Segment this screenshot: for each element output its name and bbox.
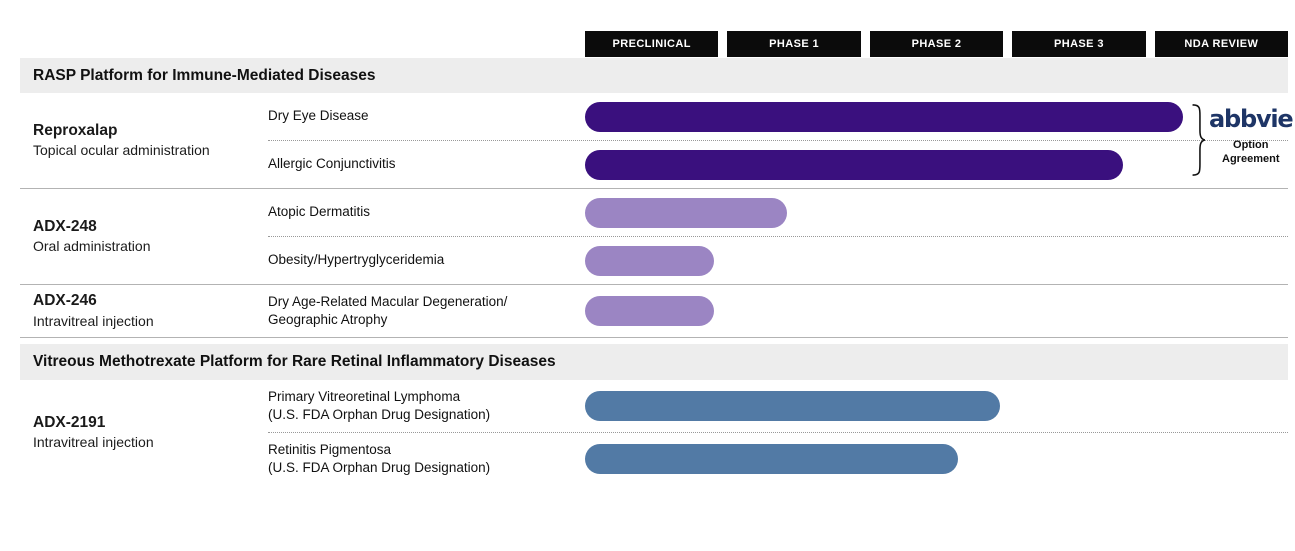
partner-note: Option Agreement xyxy=(1222,139,1280,165)
indication-rows: Primary Vitreoretinal Lymphoma (U.S. FDA… xyxy=(268,380,1288,485)
progress-bar-atopic-dermatitis xyxy=(585,197,787,228)
phase-track xyxy=(585,296,1288,326)
indication-row-obesity-hypertryglyceridemia: Obesity/Hypertryglyceridemia xyxy=(268,237,1288,284)
indication-row-dry-eye-disease: Dry Eye Disease xyxy=(268,93,1288,140)
program-group-adx-248: ADX-248 Oral administration Atopic Derma… xyxy=(20,189,1288,284)
phase-header-phase1: PHASE 1 xyxy=(727,31,861,57)
indication-text: Atopic Dermatitis xyxy=(268,204,371,220)
drug-name: ADX-2191 xyxy=(33,413,106,431)
indication-text: Dry Age-Related Macular Degeneration/ xyxy=(268,293,508,309)
indication-rows: Dry Age-Related Macular Degeneration/ Ge… xyxy=(268,285,1288,337)
phase-header-nda-review: NDA REVIEW xyxy=(1154,31,1289,57)
indication-text: Allergic Conjunctivitis xyxy=(268,156,396,172)
phase-header-phase2: PHASE 2 xyxy=(869,31,1004,57)
partner-annotation: abbvie Option Agreement xyxy=(1190,103,1294,177)
progress-bar-allergic-conjunctivitis xyxy=(585,149,1123,180)
drug-cell-adx-246: ADX-246 Intravitreal injection xyxy=(20,285,268,337)
progress-bar-obesity-hypertryglyceridemia xyxy=(585,245,715,276)
group-separator xyxy=(20,188,1288,189)
indication-row-dry-amd-geographic-atrophy: Dry Age-Related Macular Degeneration/ Ge… xyxy=(268,285,1288,337)
indication-rows: Atopic Dermatitis Obesity/Hypertryglycer… xyxy=(268,189,1288,284)
drug-route: Oral administration xyxy=(33,238,151,255)
program-group-adx-246: ADX-246 Intravitreal injection Dry Age-R… xyxy=(20,285,1288,337)
indication-label: Dry Eye Disease xyxy=(268,107,585,125)
drug-cell-adx-2191: ADX-2191 Intravitreal injection xyxy=(20,380,268,485)
indication-rows: Dry Eye Disease Allergic Conjunctivitis xyxy=(268,93,1288,188)
phase-header-preclinical: PRECLINICAL xyxy=(585,31,719,57)
indication-text: Dry Eye Disease xyxy=(268,108,369,124)
indication-label: Dry Age-Related Macular Degeneration/ Ge… xyxy=(268,293,585,329)
indication-label: Primary Vitreoretinal Lymphoma (U.S. FDA… xyxy=(268,388,585,424)
indication-row-primary-vitreoretinal-lymphoma: Primary Vitreoretinal Lymphoma (U.S. FDA… xyxy=(268,380,1288,432)
pipeline-grid: PRECLINICAL PHASE 1 PHASE 2 PHASE 3 NDA … xyxy=(20,31,1294,485)
drug-cell-adx-248: ADX-248 Oral administration xyxy=(20,189,268,284)
progress-bar-retinitis-pigmentosa xyxy=(585,444,959,474)
drug-name: ADX-246 xyxy=(33,292,97,310)
indication-text-line2: Geographic Atrophy xyxy=(268,312,388,327)
drug-name: ADX-248 xyxy=(33,217,97,235)
group-separator xyxy=(20,284,1288,285)
phase-track xyxy=(585,245,1288,276)
indication-label: Obesity/Hypertryglyceridemia xyxy=(268,251,585,269)
indication-text-line2: (U.S. FDA Orphan Drug Designation) xyxy=(268,407,491,422)
progress-bar-dry-amd-geographic-atrophy xyxy=(585,296,715,326)
phase-track xyxy=(585,101,1288,132)
dotted-separator xyxy=(268,140,1288,141)
dotted-separator xyxy=(268,432,1288,433)
indication-text: Primary Vitreoretinal Lymphoma xyxy=(268,388,461,404)
progress-bar-dry-eye-disease xyxy=(585,101,1184,132)
indication-text: Obesity/Hypertryglyceridemia xyxy=(268,252,445,268)
phase-track xyxy=(585,444,1288,474)
phase-track xyxy=(585,391,1288,421)
abbvie-logo: abbvie xyxy=(1209,105,1294,133)
indication-row-atopic-dermatitis: Atopic Dermatitis xyxy=(268,189,1288,236)
curly-brace xyxy=(1192,104,1206,176)
phase-header-phase3: PHASE 3 xyxy=(1012,31,1146,57)
indication-label: Allergic Conjunctivitis xyxy=(268,155,585,173)
program-group-adx-2191: ADX-2191 Intravitreal injection Primary … xyxy=(20,380,1288,485)
indication-row-retinitis-pigmentosa: Retinitis Pigmentosa (U.S. FDA Orphan Dr… xyxy=(268,433,1288,485)
partner-info: abbvie Option Agreement xyxy=(1209,103,1294,167)
phase-header-row: PRECLINICAL PHASE 1 PHASE 2 PHASE 3 NDA … xyxy=(585,31,1289,57)
section-title-vitreous-methotrexate-platform: Vitreous Methotrexate Platform for Rare … xyxy=(20,344,1288,380)
phase-track xyxy=(585,149,1288,180)
drug-route: Intravitreal injection xyxy=(33,312,154,329)
section-title-rasp-platform: RASP Platform for Immune-Mediated Diseas… xyxy=(20,58,1288,93)
indication-label: Retinitis Pigmentosa (U.S. FDA Orphan Dr… xyxy=(268,441,585,477)
drug-name: Reproxalap xyxy=(33,121,118,139)
indication-label: Atopic Dermatitis xyxy=(268,203,585,221)
drug-route: Topical ocular administration xyxy=(33,142,210,159)
progress-bar-primary-vitreoretinal-lymphoma xyxy=(585,391,1000,421)
indication-text-line2: (U.S. FDA Orphan Drug Designation) xyxy=(268,460,491,475)
dotted-separator xyxy=(268,236,1288,237)
program-group-reproxalap: Reproxalap Topical ocular administration… xyxy=(20,93,1294,188)
drug-route: Intravitreal injection xyxy=(33,434,154,451)
drug-cell-reproxalap: Reproxalap Topical ocular administration xyxy=(20,93,268,188)
group-separator xyxy=(20,337,1288,338)
indication-text: Retinitis Pigmentosa xyxy=(268,441,392,457)
phase-track xyxy=(585,197,1288,228)
indication-row-allergic-conjunctivitis: Allergic Conjunctivitis xyxy=(268,141,1288,188)
